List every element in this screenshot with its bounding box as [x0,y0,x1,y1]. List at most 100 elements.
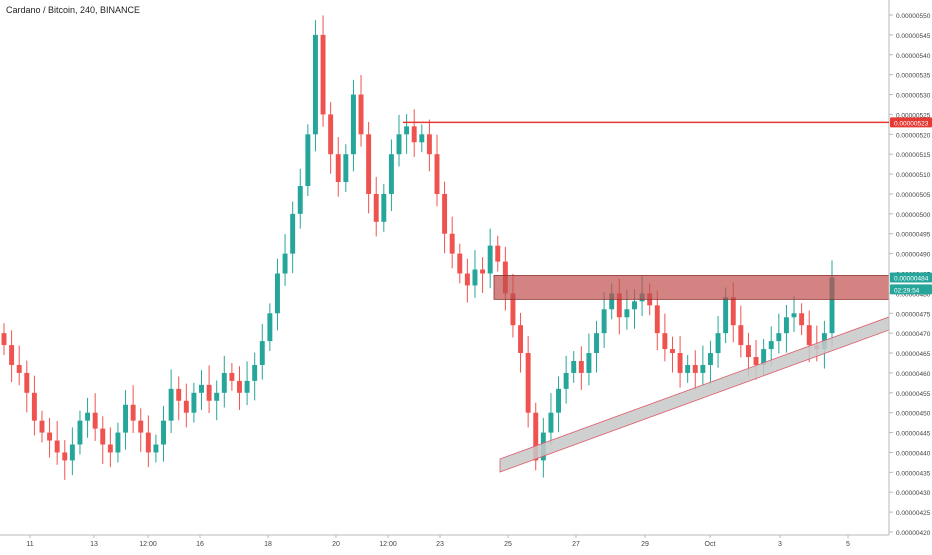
candle-body [510,293,516,326]
candle-body [85,412,91,421]
candle-body [563,372,569,389]
candle-body [791,313,797,318]
price-label-text: 0.00000523 [894,120,929,127]
candle-body [548,412,554,433]
candle-body [237,380,242,393]
x-tick-label: 29 [641,541,649,548]
candle-body [654,305,660,334]
candle-body [115,432,121,453]
candle-body [350,94,356,155]
candle-body [267,313,273,342]
y-tick-label: 0.00000500 [896,212,931,219]
x-tick-label: 12:00 [139,541,157,548]
candle-body [700,364,706,373]
y-tick-label: 0.00000525 [896,112,931,119]
x-tick-label: 11 [26,541,33,548]
y-tick-label: 0.00000550 [896,13,931,20]
candle-body [130,404,136,421]
x-tick-label: 13 [90,541,98,548]
candle-body [442,193,448,234]
y-tick-label: 0.00000455 [896,391,931,398]
candle-body [495,245,501,262]
candle-body [381,193,387,222]
y-tick-label: 0.00000430 [896,490,931,497]
y-tick-label: 0.00000545 [896,33,931,40]
candle-body [594,333,599,354]
candle-body [24,372,30,393]
y-tick-label: 0.00000505 [896,192,931,199]
x-tick-label: 18 [264,541,272,548]
candle-body [191,392,197,413]
candle-body [31,392,37,421]
candle-body [221,372,227,393]
candle-body [183,400,189,413]
x-tick-label: 5 [846,541,850,548]
candle-body [464,273,470,286]
candle-body [761,349,767,365]
candle-body [161,420,166,445]
y-tick-label: 0.00000480 [896,291,931,298]
candle-body [578,360,584,373]
y-tick-label: 0.00000510 [896,172,931,179]
candle-body [745,345,751,358]
candle-body [783,317,789,334]
candle-body [806,325,812,346]
candle-body [54,440,60,453]
candle-body [457,253,463,274]
candle-body [723,297,729,334]
chart-title: Cardano / Bitcoin, 240, BINANCE [6,5,141,15]
candle-body [753,357,759,365]
y-tick-label: 0.00000520 [896,132,931,139]
x-tick-label: 20 [332,541,340,548]
y-tick-label: 0.00000425 [896,510,931,517]
candle-body [601,309,607,334]
candle-body [107,444,113,453]
candle-body [16,364,22,373]
candle-body [799,313,805,326]
candle-body [168,388,174,421]
y-tick-label: 0.00000450 [896,411,931,418]
candle-body [487,245,493,274]
candle-body [320,34,326,115]
candle-body [145,432,151,453]
candle-body [206,384,212,401]
candle-body [670,349,675,354]
y-tick-label: 0.00000490 [896,252,931,259]
candle-body [404,126,410,135]
x-tick-label: 12:00 [379,541,397,548]
candle-body [274,273,280,314]
candle-body [738,325,744,346]
candle-body [829,277,835,334]
candle-body [396,134,402,155]
candle-body [77,420,83,445]
candle-body [632,301,637,310]
candle-body [730,297,736,326]
x-tick-label: 16 [196,541,204,548]
x-tick-label: 23 [436,541,444,548]
candle-body [92,412,98,429]
y-tick-label: 0.00000435 [896,470,931,477]
candle-body [366,134,372,194]
candle-body [571,360,577,373]
y-tick-label: 0.00000460 [896,371,931,378]
candle-body [100,428,106,445]
candle-body [609,293,615,310]
candle-body [312,34,318,135]
candle-body [282,253,288,274]
candle-body [411,126,417,143]
candle-body [328,114,334,155]
resistance-zone [493,275,890,300]
candle-body [419,134,425,143]
candle-body [358,94,364,135]
candle-body [434,154,440,194]
candle-body [480,269,486,274]
candle-body [335,154,341,183]
candle-body [138,420,144,433]
candle-body [343,154,349,183]
price-label-box [890,284,932,295]
candle-body [677,353,683,373]
candle-body [47,432,53,441]
candle-body [199,384,204,393]
